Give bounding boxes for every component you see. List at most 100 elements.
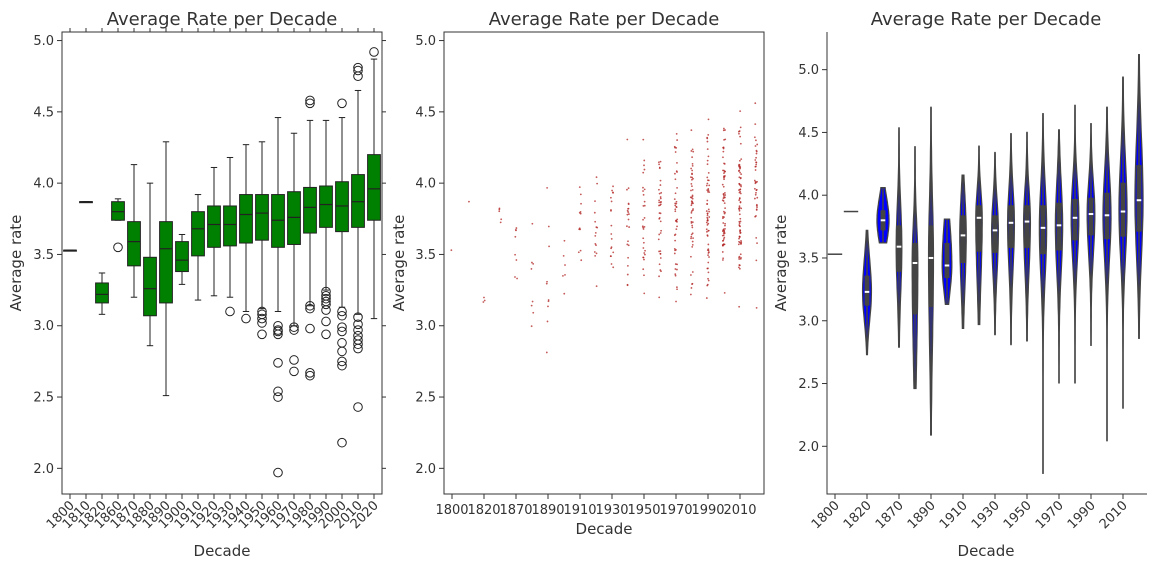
- y-tick-label: 2.0: [415, 462, 436, 477]
- outlier-point: [337, 346, 347, 357]
- scatter-point: [626, 273, 629, 276]
- scatter-point: [642, 193, 645, 196]
- violin-iqr-box: [896, 225, 902, 272]
- outlier-point: [113, 242, 123, 253]
- scatter-point: [707, 229, 710, 232]
- scatter-point: [691, 188, 694, 191]
- scatter-point: [673, 247, 676, 250]
- scatter-point: [627, 256, 629, 259]
- scatter-point: [721, 251, 724, 253]
- scatter-point: [642, 190, 644, 192]
- scatter-point: [499, 221, 502, 224]
- scatter-point: [596, 182, 599, 185]
- scatter-point: [754, 215, 757, 218]
- scatter-point: [643, 292, 646, 295]
- scatter-point: [610, 224, 613, 227]
- scatter-point: [755, 149, 758, 152]
- scatter-point: [755, 152, 758, 155]
- scatter-point: [722, 156, 724, 159]
- outlier-point: [321, 299, 331, 310]
- outlier-point: [337, 356, 347, 367]
- scatter-point: [722, 229, 725, 231]
- scatter-point: [707, 190, 709, 193]
- outlier-point: [337, 98, 347, 109]
- y-tick-label: 3.0: [33, 319, 54, 334]
- outlier-point: [337, 360, 347, 371]
- scatter-point: [580, 259, 583, 262]
- scatter-point: [659, 232, 662, 234]
- y-axis-label: Average rate: [7, 215, 25, 312]
- scatter-point: [723, 176, 725, 179]
- scatter-point: [754, 102, 757, 105]
- scatter-point: [691, 283, 693, 285]
- scatter-point: [545, 282, 548, 285]
- scatter-point: [753, 187, 756, 190]
- scatter-point: [530, 304, 533, 307]
- scatter-point: [674, 204, 677, 207]
- outlier-point: [305, 370, 315, 381]
- scatter-point: [754, 169, 757, 171]
- scatter-point: [722, 193, 725, 196]
- scatter-point: [626, 213, 629, 216]
- scatter-point: [579, 249, 582, 252]
- scatter-point: [674, 172, 676, 175]
- scatter-point: [530, 325, 533, 328]
- scatter-point: [610, 246, 613, 249]
- scatter-point: [738, 305, 741, 308]
- scatter-point: [723, 231, 726, 234]
- scatter-point: [643, 204, 646, 207]
- scatter-point: [532, 311, 535, 314]
- scatter-point: [722, 150, 725, 153]
- scatter-point: [737, 243, 740, 246]
- scatter-point: [642, 268, 645, 271]
- scatter-point: [498, 210, 501, 213]
- scatter-point: [707, 188, 710, 190]
- y-tick-label: 2.5: [33, 391, 54, 406]
- scatter-point: [754, 181, 757, 183]
- x-tick-label: 2010: [1097, 498, 1131, 532]
- scatter-point: [660, 191, 663, 194]
- scatter-point: [722, 195, 725, 197]
- outlier-point: [337, 310, 347, 321]
- y-axis-label: Average rate: [772, 215, 790, 312]
- x-tick-label: 1930: [969, 498, 1003, 532]
- scatter-point: [595, 285, 598, 288]
- scatter-point: [642, 186, 644, 189]
- scatter-point: [627, 187, 630, 190]
- box: [111, 201, 125, 221]
- scatter-point: [643, 159, 646, 162]
- scatter-point: [739, 126, 742, 129]
- outlier-point: [257, 329, 267, 340]
- scatter-point: [674, 273, 677, 276]
- scatter-point: [691, 224, 694, 227]
- scatter-point: [724, 129, 726, 131]
- scatter-point: [707, 248, 710, 251]
- scatter-point: [674, 249, 676, 252]
- scatter-point: [626, 188, 628, 191]
- violin-iqr-box: [1136, 165, 1142, 232]
- scatter-point: [675, 219, 678, 222]
- scatter-point: [738, 267, 741, 270]
- scatter-point: [738, 197, 741, 199]
- scatter-point: [740, 207, 743, 210]
- scatter-point: [755, 236, 758, 239]
- scatter-point: [674, 233, 677, 236]
- violin-iqr-box: [928, 225, 934, 307]
- scatter-point: [644, 249, 646, 252]
- scatter-point: [706, 140, 709, 143]
- scatter-point: [627, 240, 629, 243]
- scatter-point: [740, 184, 742, 186]
- y-tick-label: 4.5: [798, 126, 819, 141]
- scatter-point: [707, 271, 710, 274]
- scatter-point: [691, 185, 693, 188]
- scatter-point: [690, 235, 693, 238]
- scatter-point: [690, 274, 692, 276]
- scatter-point: [740, 173, 743, 175]
- y-tick-label: 3.5: [33, 248, 54, 263]
- scatter-point: [691, 169, 694, 172]
- scatter-point: [755, 209, 758, 211]
- scatter-point: [737, 266, 740, 269]
- box: [287, 191, 301, 245]
- scatter-point: [754, 159, 757, 161]
- scatter-point: [626, 264, 629, 267]
